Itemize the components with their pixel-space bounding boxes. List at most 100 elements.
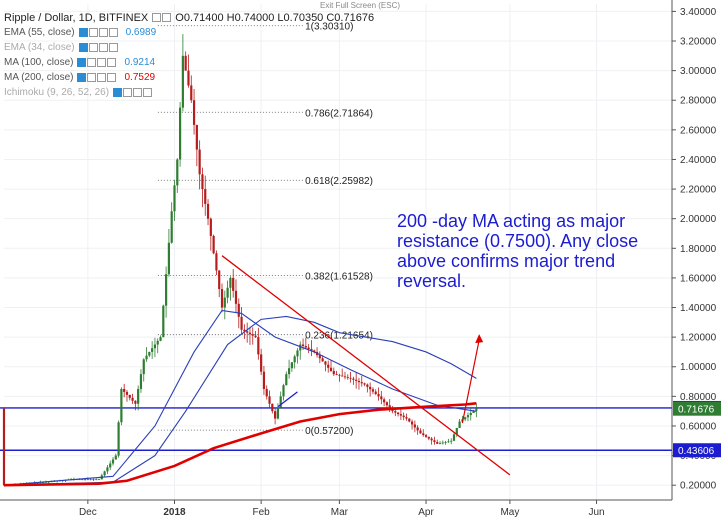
candle-body [475,408,478,411]
candle-body [338,374,341,376]
x-tick-label: Apr [418,507,434,518]
fib-level-label: 0.618(2.25982) [305,176,373,187]
candle-body [159,337,162,341]
candle-body [408,418,411,422]
candle-body [274,411,277,419]
settings-icon[interactable] [123,88,133,97]
indicator-row[interactable]: MA (100, close) 0.9214 [4,55,374,70]
close-icon[interactable] [108,43,118,52]
candle-body [466,415,470,418]
close-icon[interactable] [108,28,118,37]
candle-body [296,350,299,357]
indicator-controls[interactable] [78,43,118,52]
indicator-row[interactable]: EMA (55, close) 0.6989 [4,25,374,40]
candle-body [92,479,95,481]
candle-body [444,441,447,443]
candle-body [371,389,375,392]
candle-body [33,482,36,484]
settings-icon[interactable] [87,73,97,82]
candle-body [436,442,439,444]
candle-body [167,242,171,275]
candle-body [402,415,405,418]
candle-body [285,374,288,386]
y-tick-label: 2.00000 [680,214,717,225]
candle-body [399,414,402,416]
indicator-row[interactable]: MA (200, close) 0.7529 [4,70,374,85]
fib-level-label: 0.382(1.61528) [305,272,373,283]
x-tick-label: Jun [588,507,604,518]
eye-icon[interactable] [78,28,88,37]
symbol-row: Ripple / Dollar, 1D, BITFINEX O0.71400 H… [4,10,374,25]
eye-icon[interactable] [152,13,162,22]
eye-icon[interactable] [113,88,123,97]
eye-icon[interactable] [77,58,87,67]
candle-body [438,443,442,444]
add-icon[interactable] [97,73,107,82]
indicator-controls[interactable] [77,73,117,82]
analysis-annotation: 200 -day MA acting as major resistance (… [397,211,639,291]
settings-icon[interactable] [162,13,172,22]
candle-body [195,124,198,150]
candle-body [190,85,193,101]
candle-body [137,388,140,404]
settings-icon[interactable] [88,43,98,52]
x-axis: Dec 2018 Feb Mar Apr May Jun [0,499,672,518]
candle-body [36,482,39,484]
candle-body [39,482,42,484]
candle-body [290,362,293,369]
add-icon[interactable] [98,43,108,52]
candle-body [343,376,347,378]
candle-body [97,479,101,481]
candle-body [394,411,397,413]
candle-body [260,354,263,372]
candle-body [450,440,453,442]
close-icon[interactable] [143,88,153,97]
add-icon[interactable] [97,58,107,67]
candle-body [42,482,45,484]
candle-body [388,405,391,409]
ma-200-line [3,402,477,487]
candle-body [198,149,201,175]
candle-body [148,351,151,356]
add-icon[interactable] [133,88,143,97]
candle-body [103,471,106,476]
candle-body [332,370,335,375]
candle-body [360,382,363,384]
x-tick-label: May [500,507,519,518]
candle-body [240,316,243,330]
settings-icon[interactable] [88,28,98,37]
candle-body [369,386,372,390]
add-icon[interactable] [98,28,108,37]
candle-body [234,290,238,304]
indicator-controls[interactable] [113,88,153,97]
close-icon[interactable] [107,73,117,82]
eye-icon[interactable] [78,43,88,52]
indicator-controls[interactable] [78,28,118,37]
horizontal-lines [0,407,672,451]
settings-icon[interactable] [87,58,97,67]
indicator-row[interactable]: Ichimoku (9, 26, 52, 26) [4,85,374,100]
symbol-controls[interactable] [152,13,172,22]
candle-body [201,174,204,190]
candle-body [405,417,408,419]
candle-body [178,107,182,160]
candle-body [335,374,338,375]
candle-body [223,297,226,308]
candle-body [413,424,416,428]
eye-icon[interactable] [77,73,87,82]
y-tick-label: 1.20000 [680,333,717,344]
ohlc-values: O0.71400 H0.74000 L0.70350 C0.71676 [175,11,375,24]
exit-fullscreen-button[interactable]: Exit Full Screen (ESC) [320,1,401,10]
candle-body [287,368,291,375]
candle-body [318,355,321,359]
indicator-row[interactable]: EMA (34, close) [4,40,374,55]
y-tick-label: 2.20000 [680,185,717,196]
fib-level-label: 0.786(2.71864) [305,108,373,119]
candle-body [117,422,120,456]
close-icon[interactable] [107,58,117,67]
candle-body [427,436,430,439]
grid [4,4,672,500]
indicator-controls[interactable] [77,58,117,67]
candle-body [366,384,369,387]
